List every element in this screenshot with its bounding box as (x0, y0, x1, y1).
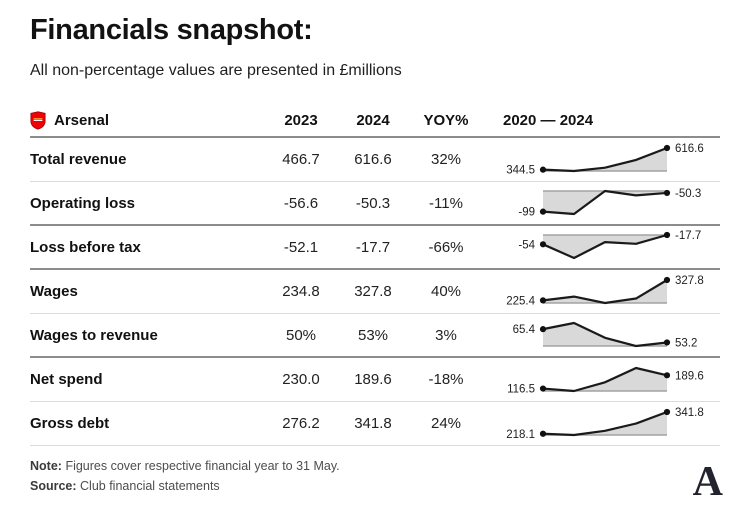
financials-table: Arsenal 2023 2024 YOY% 2020 — 2024 Total… (30, 104, 720, 446)
row-label: Gross debt (30, 415, 110, 432)
table-header-row: Arsenal 2023 2024 YOY% 2020 — 2024 (30, 104, 720, 138)
value-yoy: 24% (430, 415, 462, 432)
row-label: Operating loss (30, 194, 136, 212)
column-header-yoy: YOY% (423, 111, 469, 129)
sparkline-chart: 65.4 53.2 (483, 318, 720, 352)
row-label: Loss before tax (30, 238, 141, 256)
note-line: Note: Figures cover respective financial… (30, 459, 720, 473)
value-2023: 50% (285, 326, 317, 344)
svg-text:-54: -54 (518, 239, 535, 251)
value-2024: 616.6 (354, 151, 392, 168)
svg-text:616.6: 616.6 (675, 143, 704, 155)
table-row: Net spend 230.0 189.6 -18% 116.5 189.6 (30, 358, 720, 402)
source-line: Source: Club financial statements (30, 479, 720, 493)
table-row: Wages to revenue 50% 53% 3% 65.4 53.2 (30, 314, 720, 358)
arsenal-crest-icon (30, 110, 46, 130)
svg-text:-99: -99 (518, 207, 535, 219)
note-label: Note: (30, 459, 62, 473)
table-row: Loss before tax -52.1 -17.7 -66% -54 -17.… (30, 226, 720, 270)
svg-text:53.2: 53.2 (675, 337, 697, 349)
value-2023: -56.6 (283, 194, 319, 212)
svg-text:189.6: 189.6 (675, 370, 704, 382)
svg-text:327.8: 327.8 (675, 275, 704, 287)
source-label: Source: (30, 479, 77, 493)
value-yoy: -66% (428, 238, 464, 256)
svg-text:341.8: 341.8 (675, 407, 704, 419)
club-name: Arsenal (54, 111, 110, 129)
table-row: Wages 234.8 327.8 40% 225.4 327.8 (30, 270, 720, 314)
value-yoy: -11% (429, 194, 463, 212)
sparkline-chart: -99 -50.3 (483, 186, 720, 220)
value-2024: 341.8 (354, 415, 392, 432)
row-label: Net spend (30, 371, 103, 388)
sparkline-chart: 218.1 341.8 (483, 407, 720, 441)
page-title: Financials snapshot: (30, 14, 313, 46)
row-label: Wages (30, 283, 78, 300)
value-2024: -17.7 (355, 238, 391, 256)
table-row: Gross debt 276.2 341.8 24% 218.1 341.8 (30, 402, 720, 446)
table-row: Operating loss -56.6 -50.3 -11% -99 -50.3 (30, 182, 720, 226)
column-header-2023: 2023 (284, 111, 318, 129)
sparkline-chart: 116.5 189.6 (483, 363, 720, 397)
value-2023: -52.1 (283, 238, 319, 256)
value-yoy: -18% (428, 371, 464, 388)
column-header-range: 2020 — 2024 (503, 111, 594, 129)
svg-text:225.4: 225.4 (506, 295, 535, 307)
value-2023: 276.2 (282, 415, 320, 432)
value-yoy: 40% (430, 283, 462, 300)
svg-text:-17.7: -17.7 (675, 230, 701, 242)
svg-text:-50.3: -50.3 (675, 188, 701, 200)
source-text: Club financial statements (80, 479, 220, 493)
note-text: Figures cover respective financial year … (65, 459, 340, 473)
table-row: Total revenue 466.7 616.6 32% 344.5 616.6 (30, 138, 720, 182)
sparkline-chart: -54 -17.7 (483, 230, 720, 264)
sparkline-chart: 225.4 327.8 (483, 275, 720, 309)
svg-text:116.5: 116.5 (507, 383, 535, 395)
value-2024: 189.6 (354, 371, 392, 388)
sparkline-chart: 344.5 616.6 (483, 143, 720, 177)
athletic-logo: A (692, 459, 723, 505)
footer-notes: Note: Figures cover respective financial… (30, 459, 720, 493)
row-label: Wages to revenue (30, 326, 158, 344)
value-2024: -50.3 (355, 194, 391, 212)
value-2023: 466.7 (282, 151, 320, 168)
svg-text:344.5: 344.5 (506, 164, 535, 176)
value-2023: 230.0 (282, 371, 320, 388)
svg-text:65.4: 65.4 (513, 324, 536, 336)
value-yoy: 32% (430, 151, 462, 168)
value-yoy: 3% (435, 326, 457, 344)
value-2023: 234.8 (282, 283, 320, 300)
club-cell: Arsenal (30, 110, 265, 130)
value-2024: 327.8 (354, 283, 392, 300)
column-header-2024: 2024 (356, 111, 390, 129)
page-subtitle: All non-percentage values are presented … (30, 62, 402, 79)
value-2024: 53% (357, 326, 389, 344)
row-label: Total revenue (30, 151, 127, 168)
svg-text:218.1: 218.1 (506, 428, 535, 440)
